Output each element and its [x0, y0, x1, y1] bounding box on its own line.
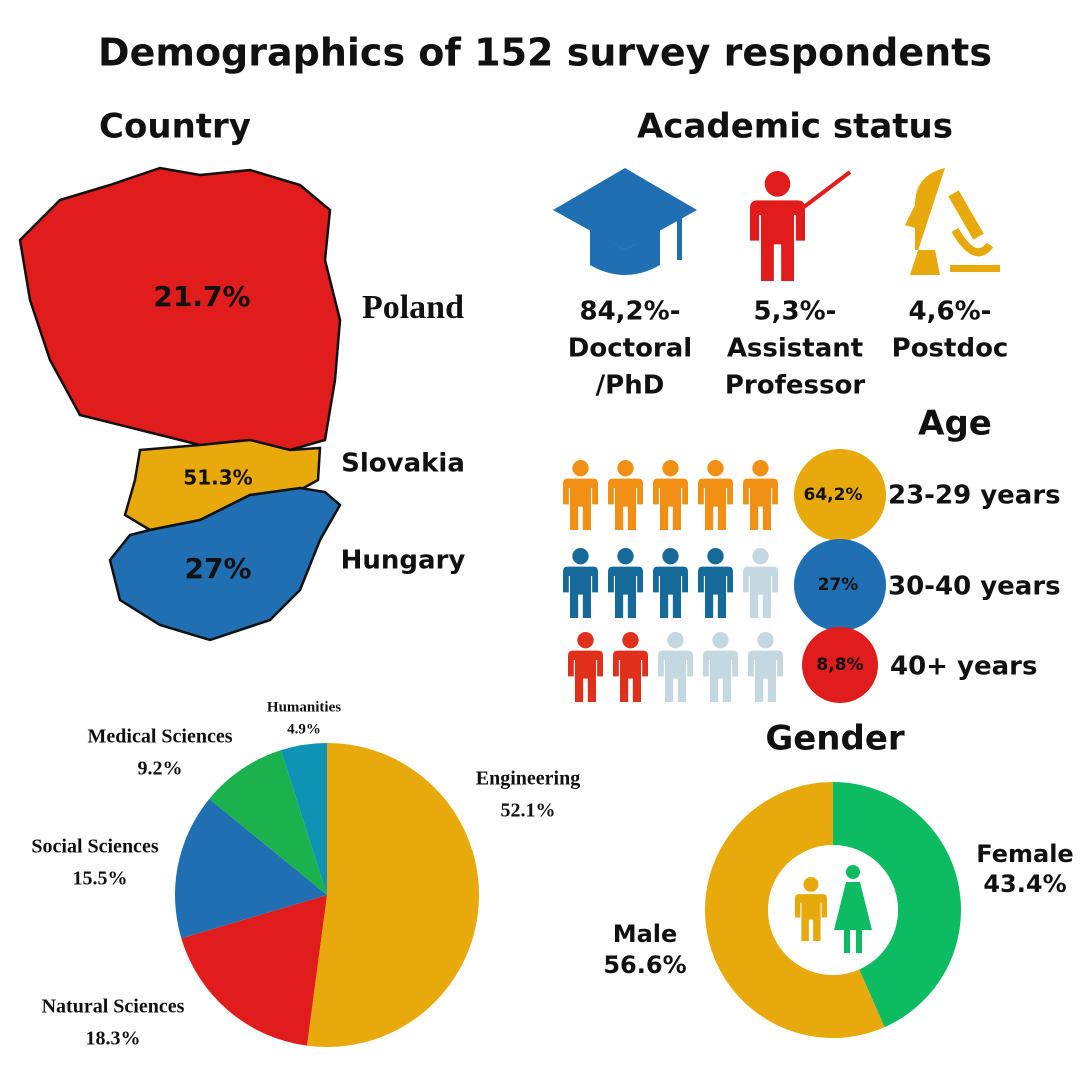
donut-hole — [768, 845, 898, 975]
value-label: 4.9% — [287, 721, 321, 737]
value-label: 18.3% — [86, 1028, 141, 1050]
age-share: 64,2% — [804, 485, 863, 505]
donut-segment — [705, 782, 885, 1038]
category-label: Engineering — [476, 768, 580, 790]
academic-label: Professor — [725, 371, 865, 401]
professor-icon — [750, 170, 852, 281]
pie-slice — [307, 743, 480, 1047]
age-icons — [563, 460, 783, 702]
region-name: Hungary — [341, 546, 466, 576]
category-label: Humanities — [267, 699, 341, 715]
age-badge — [802, 627, 878, 703]
age-label: 23-29 years — [888, 481, 1061, 511]
region-share: 27% — [184, 552, 251, 585]
academic-label: 4,6%- — [909, 297, 992, 327]
section-heading: Academic status — [637, 107, 953, 147]
region-name: Slovakia — [341, 449, 465, 479]
academic-label: Assistant — [727, 334, 863, 364]
hungary-map — [108, 486, 342, 642]
category-label: Male — [613, 920, 678, 948]
postdoc-icon — [905, 168, 1000, 275]
pie-slice — [280, 743, 327, 895]
region-share: 21.7% — [153, 280, 250, 313]
age-badge — [794, 539, 886, 631]
section-heading: Country — [99, 107, 251, 147]
academic-label: 5,3%- — [754, 297, 837, 327]
category-label: Natural Sciences — [42, 996, 185, 1018]
region-share: 51.3% — [183, 466, 252, 490]
academic-label: 84,2%- — [580, 297, 681, 327]
value-label: 52.1% — [501, 800, 556, 822]
value-label: 15.5% — [73, 868, 128, 890]
value-label: 9.2% — [138, 758, 183, 780]
pie-slice — [175, 798, 327, 939]
donut-segment — [833, 782, 961, 1028]
poland-map — [18, 166, 342, 452]
value-label: 43.4% — [983, 870, 1066, 898]
category-label: Medical Sciences — [88, 726, 233, 748]
region-name: Poland — [362, 289, 464, 326]
academic-items: 84,2%- Doctoral/PhD 5,3%- Assistant Professo… — [568, 297, 1009, 401]
category-label: Female — [976, 840, 1073, 868]
pie-slice — [209, 750, 327, 895]
phd-icon — [553, 168, 697, 275]
age-badge — [794, 449, 886, 541]
gender-icons — [795, 865, 872, 953]
value-label: 56.6% — [603, 951, 686, 979]
age-label: 40+ years — [890, 652, 1037, 682]
category-label: Social Sciences — [31, 836, 158, 858]
academic-label: Doctoral — [568, 334, 692, 364]
section-heading: Age — [918, 404, 992, 444]
page-title: Demographics of 152 survey respondents — [98, 31, 992, 75]
chart-title: Gender — [765, 719, 905, 759]
academic-label: /PhD — [596, 371, 665, 401]
pie-slice — [181, 895, 327, 1046]
charts: Engineering 52.1% Natural Sciences 18.3% Soc… — [31, 699, 1073, 1049]
age-share: 27% — [818, 575, 859, 595]
age-share: 8,8% — [816, 655, 863, 675]
academic-label: Postdoc — [892, 334, 1009, 364]
age-label: 30-40 years — [888, 572, 1061, 602]
